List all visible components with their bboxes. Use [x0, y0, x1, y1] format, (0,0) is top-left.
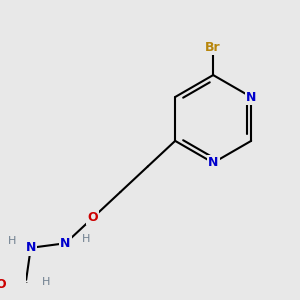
Text: N: N	[208, 156, 218, 169]
Text: O: O	[88, 211, 98, 224]
Text: N: N	[60, 237, 71, 250]
Text: N: N	[246, 91, 256, 103]
Text: H: H	[8, 236, 17, 246]
Text: N: N	[26, 241, 36, 254]
Text: H: H	[81, 234, 90, 244]
Text: O: O	[0, 278, 6, 291]
Text: H: H	[42, 277, 50, 286]
Text: Br: Br	[206, 41, 221, 54]
